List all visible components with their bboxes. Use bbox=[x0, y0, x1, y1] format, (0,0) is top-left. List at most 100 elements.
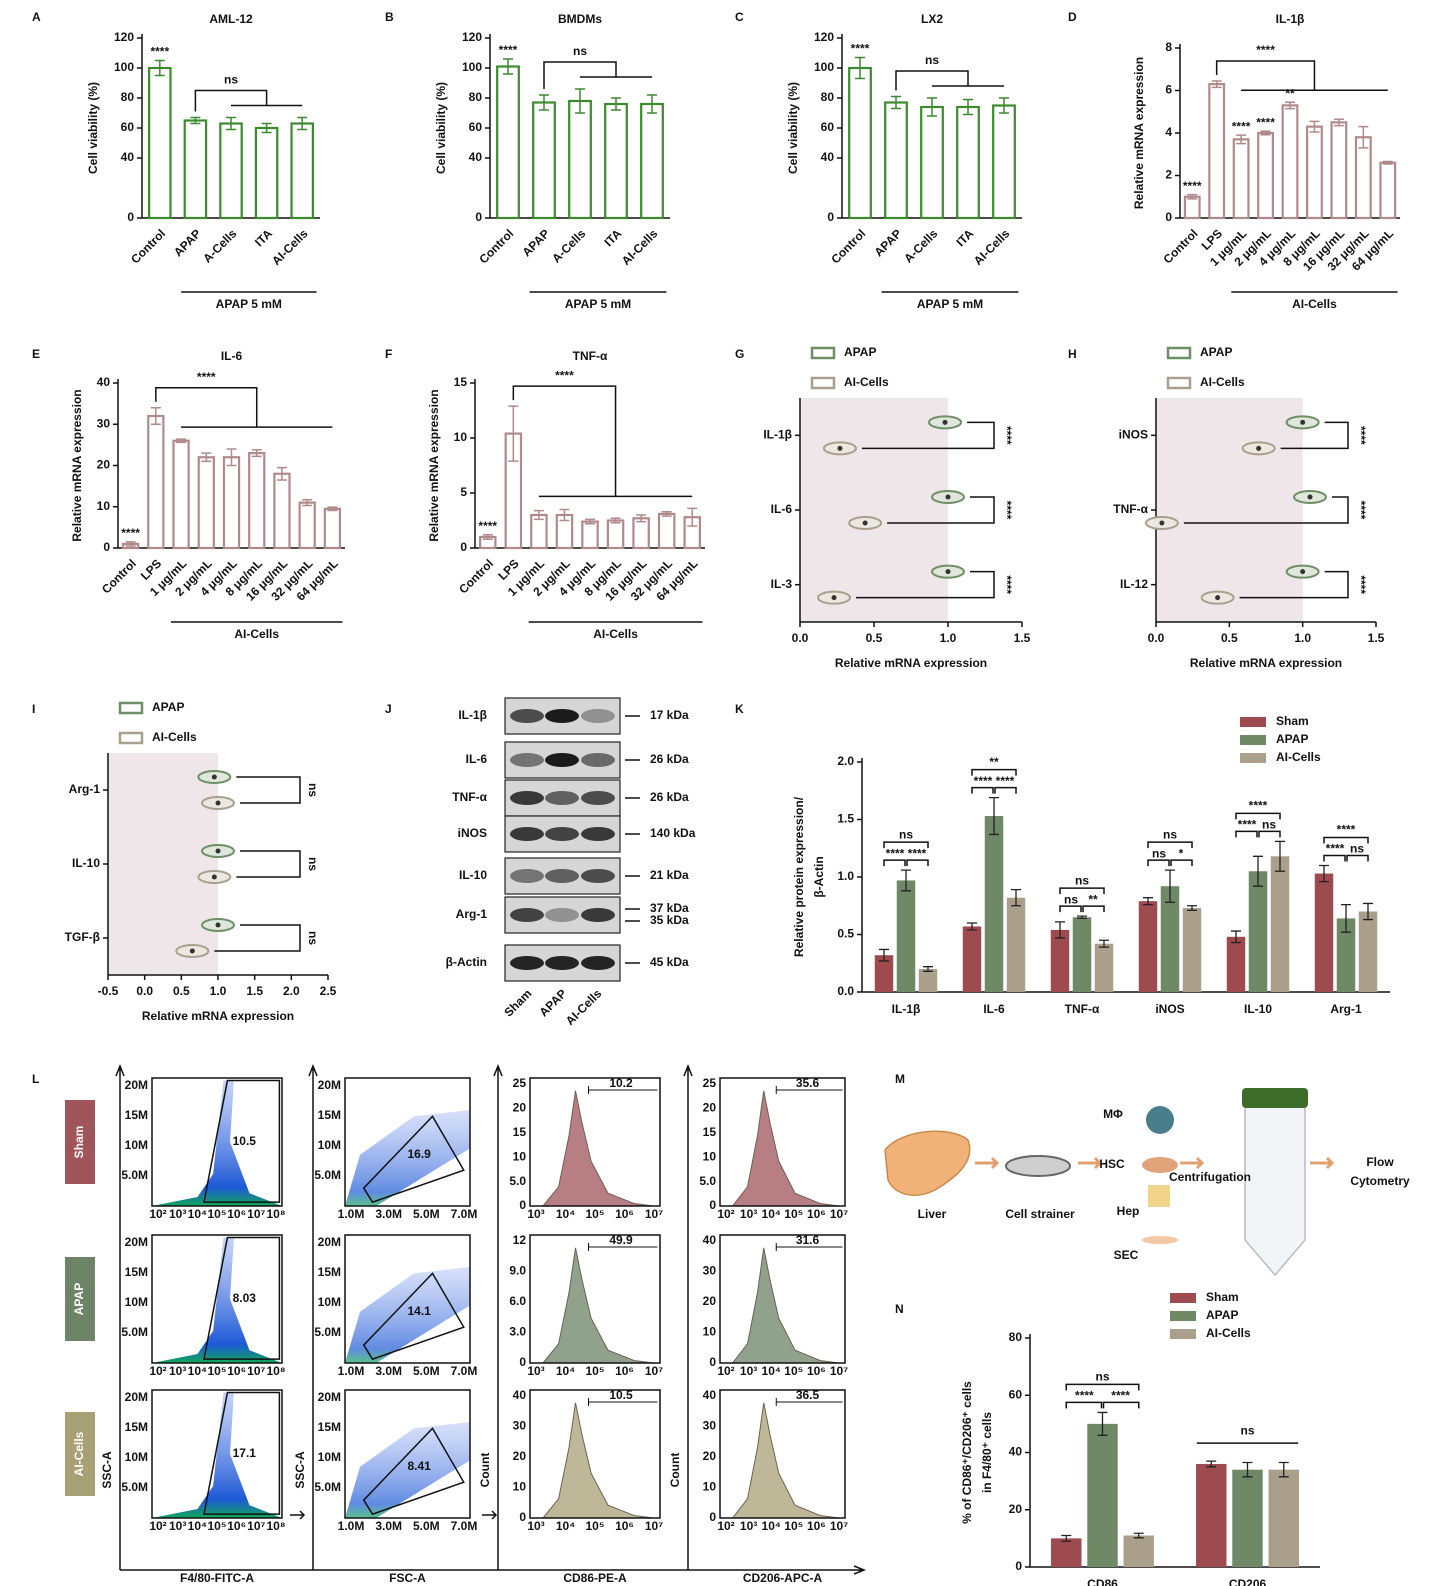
y-tick-label: 0 bbox=[475, 210, 482, 224]
sig-label: **** bbox=[1000, 575, 1014, 594]
x-tick-label: 7.0M bbox=[451, 1364, 478, 1378]
y-tick-label: 8 bbox=[1165, 40, 1172, 54]
row-label: APAP bbox=[72, 1283, 86, 1315]
cell-icon bbox=[1146, 1106, 1174, 1134]
blot-label: Arg-1 bbox=[456, 907, 488, 921]
y-tick-label: 60 bbox=[469, 120, 483, 134]
gate-value: 10.2 bbox=[609, 1076, 633, 1090]
sig-label: ** bbox=[989, 755, 999, 769]
x-tick-label: 0.0 bbox=[792, 631, 809, 645]
row-tag bbox=[65, 1257, 95, 1341]
x-tick-label: 10⁵ bbox=[586, 1519, 605, 1533]
bar bbox=[248, 452, 266, 550]
panel-label: K bbox=[735, 702, 744, 716]
y-tick-label: 0.0 bbox=[837, 984, 854, 998]
blot-band bbox=[510, 753, 544, 767]
y-tick-label: 0 bbox=[827, 210, 834, 224]
y-tick-label: IL-12 bbox=[1120, 577, 1148, 591]
legend-swatch bbox=[810, 376, 836, 390]
error-bar bbox=[1242, 1461, 1253, 1478]
blot-label: iNOS bbox=[458, 826, 487, 840]
sig-label: **** bbox=[499, 43, 518, 57]
x-tick-label: 1.0M bbox=[338, 1364, 365, 1378]
gate-value: 10.5 bbox=[233, 1134, 257, 1148]
sig-label: **** bbox=[886, 846, 905, 860]
blot-band bbox=[545, 869, 579, 883]
error-bar bbox=[1363, 902, 1373, 921]
blot-band bbox=[545, 956, 579, 970]
x-tick-label: APAP bbox=[872, 226, 905, 259]
sig-label: **** bbox=[1354, 426, 1368, 445]
histogram bbox=[731, 1090, 839, 1207]
x-tick-label: IL-6 bbox=[983, 1002, 1005, 1016]
legend-swatch bbox=[1166, 346, 1192, 360]
y-tick-label: 3.0 bbox=[509, 1325, 526, 1339]
error-bar bbox=[1187, 905, 1197, 911]
x-tick-label: 10⁸ bbox=[266, 1364, 285, 1378]
y-tick-label: 5.0M bbox=[314, 1168, 341, 1182]
bar bbox=[1226, 936, 1246, 992]
error-bar bbox=[1285, 101, 1295, 110]
kda-label: 35 kDa bbox=[650, 913, 689, 927]
bar bbox=[1006, 897, 1026, 992]
arrow bbox=[1078, 1156, 1103, 1170]
error-bar bbox=[1333, 118, 1344, 127]
y-tick-label: iNOS bbox=[1119, 428, 1148, 442]
y-tick-label: 60 bbox=[821, 120, 835, 134]
error-bar bbox=[327, 506, 338, 512]
kda-label: 37 kDa bbox=[650, 901, 689, 915]
bar bbox=[254, 126, 279, 220]
sig-label: **** bbox=[1256, 43, 1275, 57]
bar bbox=[1306, 125, 1323, 220]
x-tick-label: APAP bbox=[520, 226, 553, 259]
x-axis-label: F4/80-FITC-A bbox=[180, 1571, 254, 1585]
sig-label: ns bbox=[1350, 842, 1364, 856]
legend-swatch bbox=[810, 346, 836, 360]
error-bar bbox=[661, 510, 672, 517]
panel-label: C bbox=[735, 10, 744, 24]
x-tick-label: 10⁵ bbox=[208, 1364, 227, 1378]
x-tick-label: 10³ bbox=[169, 1207, 186, 1221]
x-tick-label: 1.0 bbox=[940, 631, 957, 645]
x-tick-label: 10² bbox=[717, 1207, 734, 1221]
bar bbox=[657, 512, 676, 550]
y-tick-label: 2.0 bbox=[837, 754, 854, 768]
error-bar bbox=[891, 95, 901, 110]
node-label: Liver bbox=[918, 1207, 947, 1221]
median-dot bbox=[942, 419, 948, 425]
plot-frame bbox=[719, 1389, 846, 1519]
bar bbox=[323, 507, 342, 550]
y-axis-label: Count bbox=[478, 1453, 492, 1488]
error-bar bbox=[687, 507, 698, 527]
gate-value: 49.9 bbox=[609, 1233, 633, 1247]
x-tick-label: Control bbox=[456, 556, 496, 596]
bar bbox=[1072, 917, 1092, 992]
x-tick-label: 3.0M bbox=[375, 1207, 402, 1221]
y-tick-label: TNF-α bbox=[1113, 502, 1148, 516]
panel-label: G bbox=[735, 347, 744, 361]
x-tick-label: 10⁶ bbox=[227, 1364, 246, 1378]
kda-label: 26 kDa bbox=[650, 752, 689, 766]
error-bar bbox=[585, 518, 595, 525]
x-tick-label: 10⁶ bbox=[615, 1207, 634, 1221]
legend-label: AI-Cells bbox=[1276, 750, 1321, 764]
median-dot bbox=[1307, 494, 1313, 500]
y-tick-label: 80 bbox=[1009, 1330, 1023, 1344]
x-tick-label: IL-1β bbox=[892, 1002, 921, 1016]
arrow bbox=[975, 1156, 1000, 1170]
x-tick-label: 10⁵ bbox=[586, 1207, 605, 1221]
blot-band bbox=[510, 869, 544, 883]
legend-swatch bbox=[1240, 735, 1266, 745]
y-tick-label: 15 bbox=[454, 375, 468, 389]
y-tick-label: 120 bbox=[814, 30, 834, 44]
strainer-icon bbox=[1005, 1155, 1071, 1177]
error-bar bbox=[1382, 160, 1393, 165]
node-label: Cell strainer bbox=[1005, 1207, 1075, 1221]
x-axis-label: Relative mRNA expression bbox=[1190, 656, 1342, 670]
node-label: HSC bbox=[1099, 1157, 1125, 1171]
x-tick-label: 10⁵ bbox=[586, 1364, 605, 1378]
bar bbox=[496, 65, 520, 220]
y-tick-label: 0 bbox=[519, 1198, 526, 1212]
blot-band bbox=[581, 908, 615, 922]
